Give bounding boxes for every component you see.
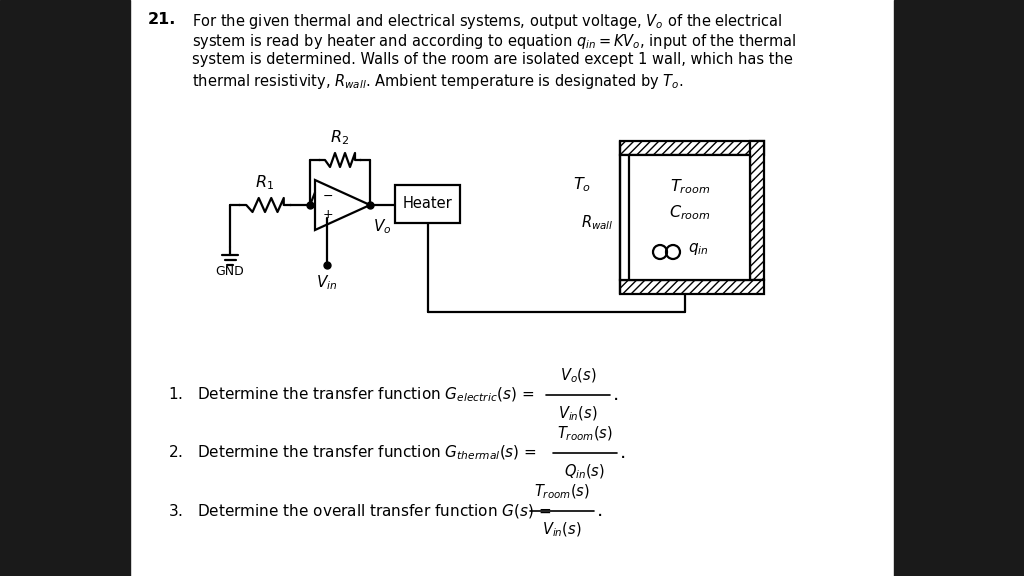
Text: thermal resistivity, $R_{wall}$. Ambient temperature is designated by $T_o$.: thermal resistivity, $R_{wall}$. Ambient… bbox=[193, 72, 684, 91]
Text: $R_{wall}$: $R_{wall}$ bbox=[581, 214, 613, 232]
Text: $R_2$: $R_2$ bbox=[331, 128, 349, 147]
Text: $V_{in}(s)$: $V_{in}(s)$ bbox=[558, 405, 598, 423]
Text: $V_o$: $V_o$ bbox=[373, 217, 391, 236]
Text: .: . bbox=[597, 502, 603, 521]
Text: $Q_{in}(s)$: $Q_{in}(s)$ bbox=[564, 463, 605, 482]
Text: Heater: Heater bbox=[402, 196, 453, 211]
Text: .: . bbox=[613, 385, 620, 404]
Text: $T_o$: $T_o$ bbox=[573, 175, 591, 194]
Bar bbox=[620, 280, 764, 294]
Bar bbox=[750, 141, 764, 280]
Text: .: . bbox=[620, 444, 627, 463]
Text: $T_{room}$: $T_{room}$ bbox=[670, 177, 710, 196]
Bar bbox=[894, 0, 1024, 576]
Text: $T_{room}(s)$: $T_{room}(s)$ bbox=[535, 483, 590, 501]
Text: 21.: 21. bbox=[148, 12, 176, 27]
Text: $V_{in}$: $V_{in}$ bbox=[316, 273, 338, 291]
Text: system is determined. Walls of the room are isolated except 1 wall, which has th: system is determined. Walls of the room … bbox=[193, 52, 793, 67]
Text: $-$: $-$ bbox=[322, 188, 333, 202]
Text: 3.   Determine the overall transfer function $G(s)$ =: 3. Determine the overall transfer functi… bbox=[168, 502, 551, 520]
Text: $q_{in}$: $q_{in}$ bbox=[688, 241, 709, 257]
Text: $V_{in}(s)$: $V_{in}(s)$ bbox=[543, 521, 582, 539]
Bar bbox=[395, 185, 460, 223]
Text: 2.   Determine the transfer function $G_{thermal}(s)$ =: 2. Determine the transfer function $G_{t… bbox=[168, 444, 537, 462]
Text: For the given thermal and electrical systems, output voltage, $V_o$ of the elect: For the given thermal and electrical sys… bbox=[193, 12, 782, 31]
Bar bbox=[620, 155, 750, 280]
Text: $+$: $+$ bbox=[322, 209, 333, 222]
Text: $V_o(s)$: $V_o(s)$ bbox=[560, 366, 596, 385]
Text: $C_{room}$: $C_{room}$ bbox=[670, 203, 711, 222]
Text: 1.   Determine the transfer function $G_{electric}(s)$ =: 1. Determine the transfer function $G_{e… bbox=[168, 386, 535, 404]
Text: GND: GND bbox=[216, 265, 245, 278]
Text: $R_1$: $R_1$ bbox=[255, 173, 274, 192]
Text: $T_{room}(s)$: $T_{room}(s)$ bbox=[557, 425, 613, 443]
Bar bbox=[0, 0, 130, 576]
Text: system is read by heater and according to equation $q_{in} = KV_o$, input of the: system is read by heater and according t… bbox=[193, 32, 797, 51]
Bar bbox=[620, 141, 764, 155]
